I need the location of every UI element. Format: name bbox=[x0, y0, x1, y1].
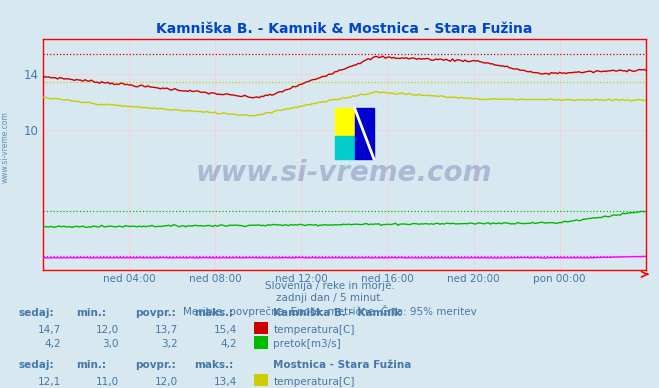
Text: www.si-vreme.com: www.si-vreme.com bbox=[1, 111, 10, 184]
Text: 12,0: 12,0 bbox=[96, 324, 119, 334]
Bar bbox=[355, 108, 374, 159]
Text: Slovenija / reke in morje.: Slovenija / reke in morje. bbox=[264, 281, 395, 291]
Text: povpr.:: povpr.: bbox=[135, 308, 176, 318]
Text: 12,0: 12,0 bbox=[155, 376, 178, 386]
Text: Kamniška B. - Kamnik: Kamniška B. - Kamnik bbox=[273, 308, 402, 318]
Text: temperatura[C]: temperatura[C] bbox=[273, 376, 355, 386]
Text: 3,2: 3,2 bbox=[161, 339, 178, 349]
Title: Kamniška B. - Kamnik & Mostnica - Stara Fužina: Kamniška B. - Kamnik & Mostnica - Stara … bbox=[156, 22, 532, 36]
Text: 11,0: 11,0 bbox=[96, 376, 119, 386]
Bar bbox=[335, 108, 355, 136]
Text: 12,1: 12,1 bbox=[38, 376, 61, 386]
Text: temperatura[C]: temperatura[C] bbox=[273, 324, 355, 334]
Text: zadnji dan / 5 minut.: zadnji dan / 5 minut. bbox=[275, 293, 384, 303]
Text: sedaj:: sedaj: bbox=[18, 360, 54, 370]
Text: 13,4: 13,4 bbox=[214, 376, 237, 386]
Text: 14,7: 14,7 bbox=[38, 324, 61, 334]
Text: maks.:: maks.: bbox=[194, 308, 234, 318]
Text: www.si-vreme.com: www.si-vreme.com bbox=[196, 159, 492, 187]
Text: min.:: min.: bbox=[76, 360, 106, 370]
Text: 3,0: 3,0 bbox=[102, 339, 119, 349]
Text: Meritve: povprečne  Enote: metrične  Črta: 95% meritev: Meritve: povprečne Enote: metrične Črta:… bbox=[183, 305, 476, 317]
Text: 4,2: 4,2 bbox=[221, 339, 237, 349]
Text: 4,2: 4,2 bbox=[45, 339, 61, 349]
Text: Mostnica - Stara Fužina: Mostnica - Stara Fužina bbox=[273, 360, 412, 370]
Text: 13,7: 13,7 bbox=[155, 324, 178, 334]
Bar bbox=[335, 136, 355, 159]
Text: maks.:: maks.: bbox=[194, 360, 234, 370]
Text: pretok[m3/s]: pretok[m3/s] bbox=[273, 339, 341, 349]
Text: povpr.:: povpr.: bbox=[135, 360, 176, 370]
Text: sedaj:: sedaj: bbox=[18, 308, 54, 318]
Text: min.:: min.: bbox=[76, 308, 106, 318]
Text: 15,4: 15,4 bbox=[214, 324, 237, 334]
